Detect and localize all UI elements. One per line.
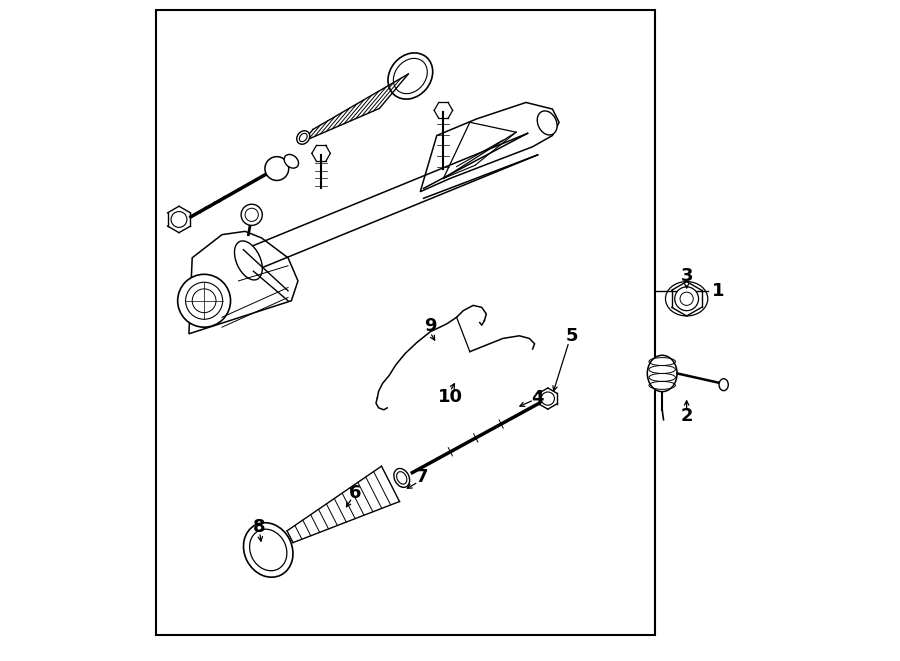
Text: 9: 9 (424, 317, 436, 335)
Circle shape (675, 287, 698, 311)
Ellipse shape (394, 469, 410, 487)
Text: 2: 2 (680, 407, 693, 426)
Circle shape (241, 204, 262, 225)
Ellipse shape (719, 379, 728, 391)
Circle shape (265, 157, 289, 180)
Text: 4: 4 (532, 389, 544, 407)
Ellipse shape (388, 53, 433, 99)
Polygon shape (189, 231, 298, 334)
Text: 6: 6 (349, 484, 362, 502)
Ellipse shape (537, 111, 557, 135)
Polygon shape (420, 102, 559, 192)
Ellipse shape (235, 241, 262, 280)
Ellipse shape (244, 523, 293, 577)
Bar (156, 10, 655, 635)
Text: 7: 7 (416, 468, 428, 486)
Text: 1: 1 (712, 282, 724, 300)
Text: 10: 10 (437, 387, 463, 406)
Ellipse shape (297, 131, 310, 144)
Circle shape (177, 274, 230, 327)
Ellipse shape (647, 355, 677, 391)
Text: 3: 3 (680, 267, 693, 286)
Text: 8: 8 (253, 518, 266, 536)
Text: 5: 5 (566, 327, 579, 345)
Ellipse shape (284, 155, 299, 168)
